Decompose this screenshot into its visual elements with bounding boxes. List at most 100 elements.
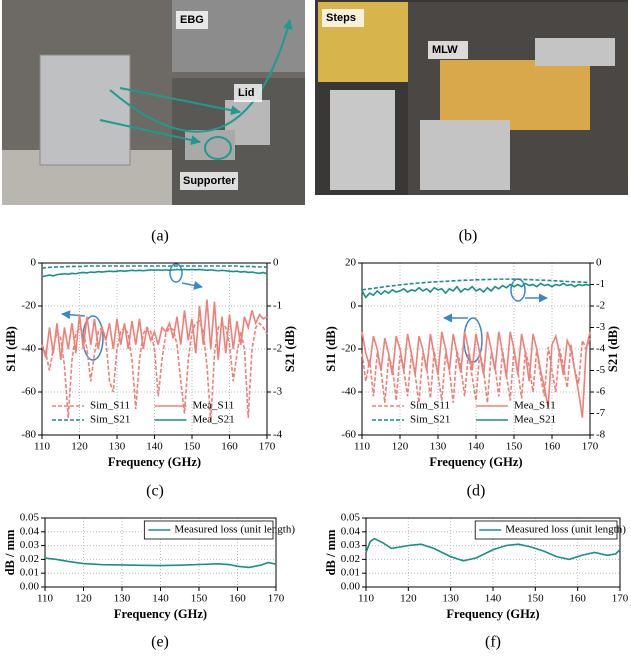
caption: (c) [146, 483, 164, 500]
x-axis-label: Frequency (GHz) [429, 455, 522, 469]
x-tick-label: 120 [400, 593, 417, 605]
x-tick-label: 120 [75, 593, 92, 605]
y-tick-label: 0.01 [20, 567, 39, 579]
data-line [45, 558, 276, 567]
y-tick-label: 0.05 [20, 512, 40, 524]
x-tick-label: 130 [109, 441, 126, 453]
x-tick-label: 170 [268, 593, 285, 605]
y-tick-label: -60 [21, 386, 36, 398]
x-tick-label: 160 [569, 593, 586, 605]
x-axis-label: Frequency (GHz) [108, 455, 201, 469]
y-tick-label: 0.05 [341, 512, 361, 524]
x-tick-label: 140 [152, 593, 169, 605]
y-tick-label: 20 [345, 257, 357, 269]
caption: (f) [485, 634, 501, 651]
y2-tick-label: 0 [596, 257, 602, 269]
photo-label: MLW [432, 44, 458, 56]
x-tick-label: 140 [485, 593, 502, 605]
x-tick-label: 140 [146, 441, 163, 453]
x-tick-label: 160 [229, 593, 246, 605]
x-tick-label: 170 [582, 441, 599, 453]
y2-tick-label: -7 [596, 407, 606, 419]
x-tick-label: 130 [430, 441, 447, 453]
y-tick-label: 0 [351, 300, 357, 312]
caption: (d) [467, 483, 486, 500]
y2-tick-label: -6 [596, 386, 606, 398]
legend-label: Mea_S11 [514, 400, 556, 412]
legend-label: Sim_S21 [90, 414, 130, 426]
photo-b [315, 0, 628, 195]
x-tick-label: 160 [221, 441, 238, 453]
x-tick-label: 110 [354, 441, 371, 453]
y-tick-label: -20 [21, 300, 36, 312]
data-line [362, 283, 590, 297]
y-tick-label: 0.04 [20, 525, 40, 537]
legend-label: Sim_S11 [410, 400, 450, 412]
legend-label: Mea_S21 [514, 414, 556, 426]
legend-label: Sim_S21 [410, 414, 450, 426]
y-tick-label: -80 [21, 429, 36, 441]
x-tick-label: 150 [527, 593, 544, 605]
y-tick-label: 0.03 [20, 539, 40, 551]
x-tick-label: 110 [34, 441, 51, 453]
y-tick-label: 0.02 [341, 553, 360, 565]
y2-tick-label: -2 [596, 300, 605, 312]
y-axis-label: dB / mm [3, 529, 17, 575]
caption: (a) [151, 228, 169, 245]
y-axis-label: dB / mm [324, 529, 338, 575]
y2-tick-label: -1 [596, 278, 605, 290]
y-tick-label: 0.02 [20, 553, 39, 565]
x-tick-label: 150 [184, 441, 201, 453]
legend-label: Sim_S11 [90, 400, 130, 412]
y2-tick-label: -3 [596, 321, 606, 333]
y2-tick-label: -5 [596, 364, 606, 376]
y-tick-label: 0.00 [20, 581, 40, 593]
x-axis-label: Frequency (GHz) [114, 607, 207, 621]
legend-label: Mea_S21 [193, 414, 235, 426]
x-tick-label: 170 [612, 593, 629, 605]
y2-tick-label: 0 [273, 257, 279, 269]
legend-label: Mea_S11 [193, 400, 235, 412]
y2-tick-label: -2 [273, 343, 282, 355]
caption: (b) [459, 228, 478, 245]
x-tick-label: 150 [506, 441, 523, 453]
x-tick-label: 110 [37, 593, 54, 605]
x-tick-label: 170 [259, 441, 276, 453]
y2-tick-label: -4 [273, 429, 283, 441]
x-tick-label: 130 [442, 593, 459, 605]
y-tick-label: -40 [341, 386, 356, 398]
x-tick-label: 110 [358, 593, 375, 605]
y2-axis-label: S21 (dB) [283, 326, 297, 372]
y2-tick-label: -4 [596, 343, 606, 355]
y2-tick-label: -3 [273, 386, 283, 398]
y-tick-label: 0.00 [341, 581, 361, 593]
y-axis-label: S11 (dB) [324, 326, 338, 372]
y-axis-label: S11 (dB) [4, 326, 18, 372]
y2-tick-label: -8 [596, 429, 606, 441]
caption: (e) [151, 634, 169, 651]
legend-label: Measured loss (unit length) [505, 524, 626, 536]
x-tick-label: 130 [114, 593, 131, 605]
x-axis-label: Frequency (GHz) [446, 607, 539, 621]
photo-a [2, 0, 305, 205]
y2-axis-label: S21 (dB) [606, 326, 620, 372]
figure: EBG Lid Supporter Steps MLW (a) (b) (c) … [0, 0, 631, 656]
photo-label: Steps [326, 12, 356, 24]
y-tick-label: 0.01 [341, 567, 360, 579]
y-tick-label: -20 [341, 343, 356, 355]
x-tick-label: 140 [468, 441, 485, 453]
x-tick-label: 120 [392, 441, 409, 453]
y-tick-label: 0.04 [341, 525, 361, 537]
y2-tick-label: -1 [273, 300, 282, 312]
photo-label: EBG [180, 14, 204, 26]
legend-label: Measured loss (unit length) [174, 524, 295, 536]
photo-label: Supporter [183, 175, 236, 187]
x-tick-label: 160 [544, 441, 561, 453]
x-tick-label: 120 [71, 441, 88, 453]
y-tick-label: 0 [31, 257, 37, 269]
x-tick-label: 150 [191, 593, 208, 605]
y-tick-label: 0.03 [341, 539, 361, 551]
y-tick-label: -40 [21, 343, 36, 355]
photo-label: Lid [238, 87, 255, 99]
y-tick-label: -60 [341, 429, 356, 441]
